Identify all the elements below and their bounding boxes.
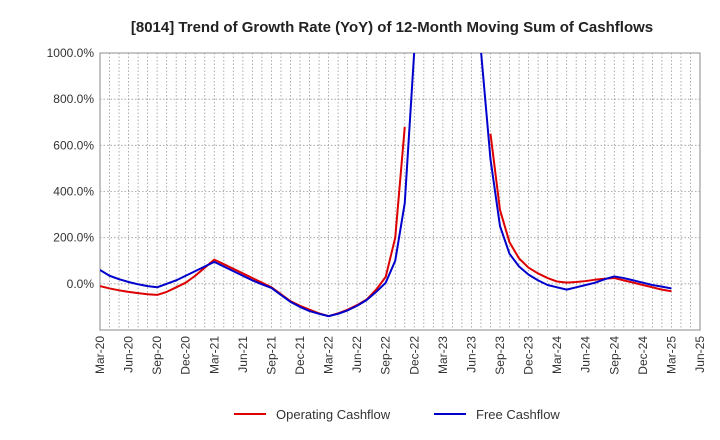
x-tick-label: Dec-20	[179, 336, 193, 375]
x-tick-label: Jun-22	[350, 336, 364, 373]
x-tick-label: Jun-21	[236, 336, 250, 373]
x-tick-label: Dec-21	[293, 336, 307, 375]
x-tick-label: Jun-25	[693, 336, 707, 373]
legend-label: Operating Cashflow	[276, 407, 391, 422]
x-tick-label: Jun-20	[122, 336, 136, 373]
x-tick-label: Sep-22	[379, 336, 393, 375]
y-tick-label: 400.0%	[53, 185, 94, 199]
legend: Operating Cashflow Free Cashflow	[234, 407, 560, 422]
y-tick-label: 600.0%	[53, 138, 94, 152]
chart-title: [8014] Trend of Growth Rate (YoY) of 12-…	[131, 19, 653, 36]
y-axis-ticks: 0.0% 200.0% 400.0% 600.0% 800.0% 1000.0%	[47, 46, 95, 291]
x-tick-label: Mar-20	[93, 336, 107, 374]
x-tick-label: Mar-23	[436, 336, 450, 374]
y-tick-label: 1000.0%	[47, 46, 95, 60]
legend-label: Free Cashflow	[476, 407, 560, 422]
x-tick-label: Mar-21	[207, 336, 221, 374]
grid-lines	[100, 52, 700, 330]
x-tick-label: Mar-22	[322, 336, 336, 374]
x-axis-ticks: Mar-20 Jun-20 Sep-20 Dec-20 Mar-21 Jun-21 Sep-…	[93, 336, 707, 375]
x-tick-label: Mar-24	[550, 336, 564, 374]
x-tick-label: Sep-24	[607, 336, 621, 375]
y-tick-label: 800.0%	[53, 92, 94, 106]
x-tick-label: Sep-21	[264, 336, 278, 375]
x-tick-label: Sep-20	[150, 336, 164, 375]
x-tick-label: Sep-23	[493, 336, 507, 375]
x-tick-label: Dec-23	[522, 336, 536, 375]
x-tick-label: Dec-24	[636, 336, 650, 375]
x-tick-label: Mar-25	[664, 336, 678, 374]
x-tick-label: Jun-23	[464, 336, 478, 373]
x-tick-label: Jun-24	[579, 336, 593, 373]
y-tick-label: 0.0%	[67, 277, 95, 291]
x-tick-label: Dec-22	[407, 336, 421, 375]
series-lines	[100, 53, 672, 318]
series-line-free-cashflow	[100, 53, 672, 318]
y-tick-label: 200.0%	[53, 231, 94, 245]
